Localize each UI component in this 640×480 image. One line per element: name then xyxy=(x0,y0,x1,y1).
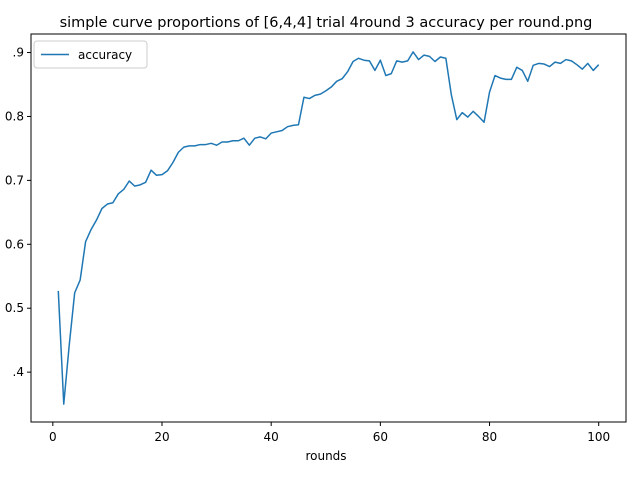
x-tick-label: 0 xyxy=(49,430,57,444)
legend: accuracy xyxy=(33,40,148,69)
plot-frame xyxy=(30,33,627,423)
y-tick-label: 0.6 xyxy=(5,237,24,251)
x-axis-ticks: 0 20 40 60 80 100 xyxy=(49,422,610,444)
legend-label-accuracy: accuracy xyxy=(78,48,132,62)
plot-area xyxy=(31,34,626,422)
y-tick-label: .4 xyxy=(13,365,24,379)
series-line-accuracy xyxy=(57,51,600,405)
x-tick-label: 20 xyxy=(154,430,169,444)
y-tick-label: .9 xyxy=(13,46,24,60)
series-layer xyxy=(57,51,600,405)
y-tick-label: 0.5 xyxy=(5,301,24,315)
y-tick-label: 0.7 xyxy=(5,173,24,187)
x-tick-label: 100 xyxy=(587,430,610,444)
x-axis-label: rounds xyxy=(305,449,346,463)
x-tick-label: 60 xyxy=(373,430,388,444)
y-tick-label: 0.8 xyxy=(5,109,24,123)
chart-title: simple curve proportions of [6,4,4] tria… xyxy=(60,15,593,31)
y-axis-ticks: .4 0.5 0.6 0.7 0.8 .9 xyxy=(5,46,31,379)
legend-box xyxy=(33,40,148,69)
x-tick-label: 80 xyxy=(482,430,497,444)
x-tick-label: 40 xyxy=(264,430,279,444)
